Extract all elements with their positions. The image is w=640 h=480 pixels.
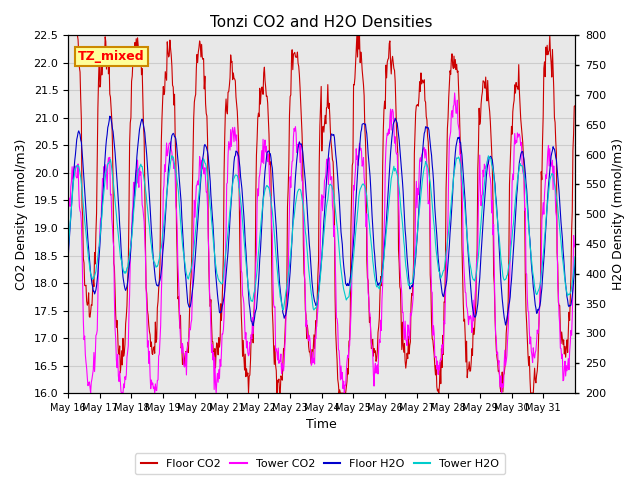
X-axis label: Time: Time [306, 419, 337, 432]
Y-axis label: CO2 Density (mmol/m3): CO2 Density (mmol/m3) [15, 139, 28, 290]
Legend: Floor CO2, Tower CO2, Floor H2O, Tower H2O: Floor CO2, Tower CO2, Floor H2O, Tower H… [135, 453, 505, 474]
Title: Tonzi CO2 and H2O Densities: Tonzi CO2 and H2O Densities [211, 15, 433, 30]
Text: TZ_mixed: TZ_mixed [78, 49, 145, 63]
Y-axis label: H2O Density (mmol/m3): H2O Density (mmol/m3) [612, 138, 625, 290]
